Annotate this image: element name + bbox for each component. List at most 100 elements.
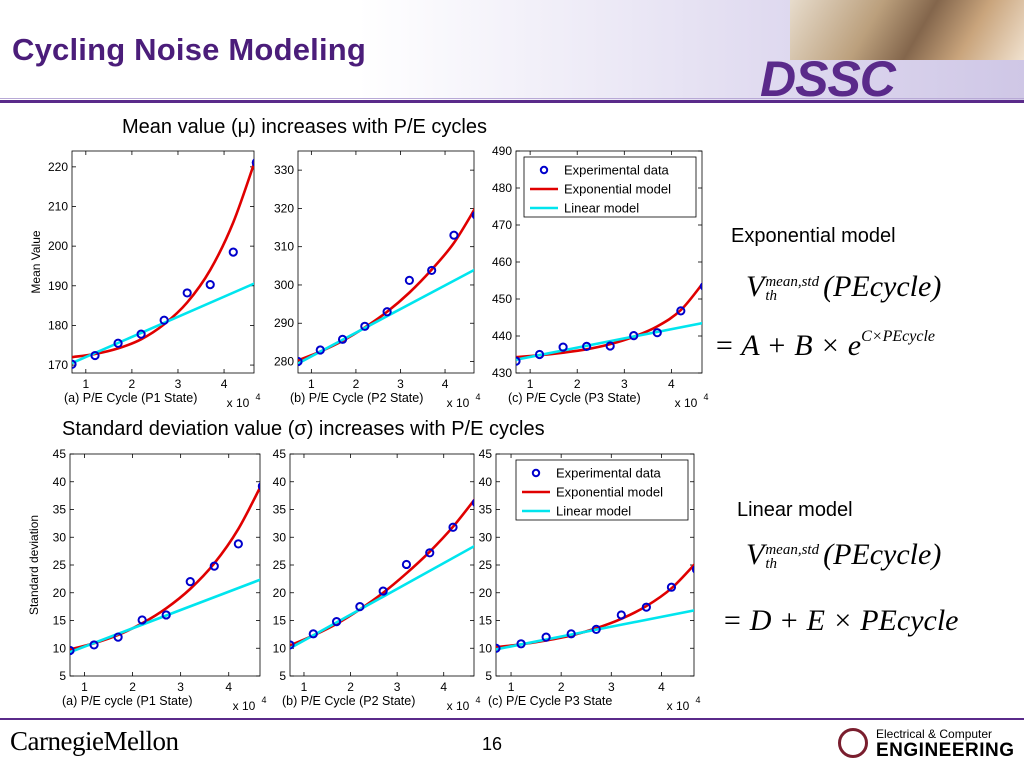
- experimental-data-point: [471, 498, 474, 507]
- legend-marker-experimental: [531, 468, 541, 478]
- experimental-data-point: [404, 275, 414, 285]
- y-axis-label: Mean Value: [29, 230, 43, 293]
- x-tick-label: 4: [440, 680, 447, 694]
- y-tick-label: 35: [53, 503, 67, 517]
- x-tick-label: 4: [442, 377, 449, 391]
- experimental-data-point: [251, 158, 254, 167]
- x-tick-label: 2: [574, 377, 581, 391]
- legend-label: Linear model: [556, 504, 631, 519]
- eq-superscript: mean,std: [765, 274, 820, 291]
- x-tick-label: 2: [353, 377, 360, 391]
- experimental-data-point: [676, 306, 686, 316]
- y-tick-label: 35: [479, 503, 493, 517]
- experimental-data-point: [72, 359, 77, 369]
- x-tick-label: 3: [621, 377, 628, 391]
- experimental-data-point: [558, 342, 568, 352]
- x-tick-label: 3: [394, 680, 401, 694]
- x-tick-label: 2: [129, 680, 136, 694]
- experimental-data-point: [382, 307, 392, 317]
- y-tick-label: 300: [274, 278, 294, 292]
- experimental-data-point: [159, 315, 169, 325]
- y-tick-label: 45: [479, 447, 493, 461]
- y-tick-label: 490: [492, 144, 512, 158]
- x-multiplier-exponent: 4: [703, 392, 708, 402]
- plot-frame: [71, 150, 255, 374]
- linear-model-line: [72, 282, 254, 365]
- x-tick-label: 1: [527, 377, 534, 391]
- experimental-data-point: [582, 341, 592, 351]
- y-tick-label: 180: [48, 318, 68, 332]
- x-multiplier-exponent: 4: [475, 392, 480, 402]
- x-tick-label: 3: [397, 377, 404, 391]
- y-tick-label: 30: [479, 530, 493, 544]
- legend-label: Experimental data: [556, 466, 662, 481]
- y-tick-label: 30: [273, 530, 287, 544]
- title-rule-light: [0, 98, 1024, 99]
- experimental-data-point: [89, 640, 99, 650]
- experimental-data-point: [137, 615, 147, 625]
- experimental-data-point: [591, 624, 601, 634]
- y-tick-label: 190: [48, 279, 68, 293]
- plot-area: [290, 498, 474, 650]
- y-tick-label: 220: [48, 160, 68, 174]
- experimental-data-point: [605, 341, 615, 351]
- eq-arg: (PEcycle): [823, 270, 942, 303]
- x-tick-label: 3: [608, 680, 615, 694]
- experimental-data-point: [70, 645, 75, 656]
- x-tick-label: 4: [221, 377, 228, 391]
- plot-area: [72, 158, 254, 369]
- plot-area: [516, 282, 702, 366]
- y-tick-label: 20: [479, 586, 493, 600]
- experimental-data-point: [331, 617, 342, 627]
- eq-rhs-text: = A + B × e: [714, 329, 862, 362]
- eq-rhs-exponent: C×PEcycle: [861, 328, 935, 345]
- experimental-data-point: [355, 602, 365, 612]
- experimental-data-point: [641, 602, 651, 612]
- y-tick-label: 320: [274, 201, 294, 215]
- experimental-data-point: [378, 586, 388, 596]
- y-tick-label: 290: [274, 316, 294, 330]
- plot-area: [298, 207, 474, 367]
- y-tick-label: 310: [274, 240, 294, 254]
- x-tick-label: 1: [308, 377, 315, 391]
- ece-logo: Electrical & Computer ENGINEERING: [838, 724, 1018, 764]
- legend-label: Linear model: [564, 201, 639, 216]
- eq-subscript: th: [765, 288, 777, 305]
- plot-frame: [297, 150, 475, 374]
- ece-emblem-icon: [838, 728, 868, 758]
- x-multiplier: x 10: [233, 699, 256, 713]
- linear-model-line: [496, 609, 694, 651]
- experimental-data-point: [228, 247, 238, 257]
- experimental-data-point: [652, 328, 662, 338]
- y-tick-label: 35: [273, 503, 287, 517]
- x-multiplier-exponent: 4: [475, 695, 480, 705]
- experimental-data-point: [161, 610, 171, 620]
- x-tick-label: 3: [177, 680, 184, 694]
- mean-section-title: Mean value (μ) increases with P/E cycles: [122, 116, 487, 138]
- header-photo: [790, 0, 1024, 60]
- y-tick-label: 330: [274, 163, 294, 177]
- y-tick-label: 10: [273, 641, 287, 655]
- x-multiplier-exponent: 4: [255, 392, 260, 402]
- experimental-data-point: [257, 482, 260, 491]
- page-number: 16: [482, 734, 503, 754]
- linear-equation-rhs: = D + E × PEcycle: [722, 604, 959, 637]
- experimental-data-point: [629, 331, 639, 341]
- title-rule: [0, 100, 1024, 103]
- chart-mean-p1: 170 180 190 200 210 220 1 2 3 4 x 10 4 (a) P/E Cycle…: [29, 150, 261, 410]
- chart-caption: (c) P/E Cycle (P3 State): [508, 391, 641, 405]
- x-tick-label: 3: [175, 377, 182, 391]
- x-tick-label: 1: [301, 680, 308, 694]
- experimental-data-point: [209, 561, 219, 571]
- ece-logo-line1: Electrical & Computer: [876, 727, 993, 741]
- linear-model-label: Linear model: [737, 499, 853, 521]
- eq-scripts: mean,std th: [765, 543, 819, 572]
- legend-label: Exponential model: [564, 182, 671, 197]
- y-tick-label: 280: [274, 355, 294, 369]
- ece-logo-line2: ENGINEERING: [876, 740, 1015, 761]
- experimental-data-point: [699, 282, 702, 291]
- experimental-data-point: [401, 559, 412, 570]
- y-tick-label: 440: [492, 329, 512, 343]
